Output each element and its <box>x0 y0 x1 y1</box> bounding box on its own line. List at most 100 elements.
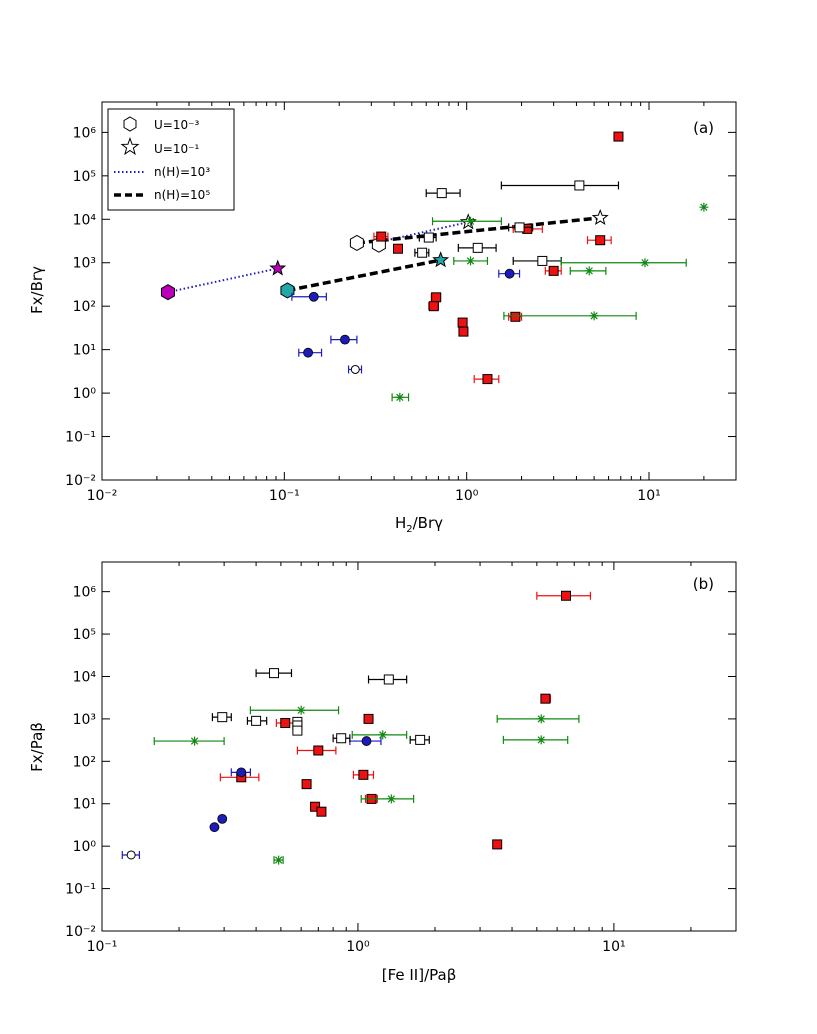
x-tick-label: 10⁻¹ <box>269 488 300 504</box>
model-line <box>167 267 278 294</box>
data-point-open-square <box>537 255 548 266</box>
data-point-open-square <box>423 232 434 243</box>
y-tick-label: 10⁻¹ <box>65 882 96 898</box>
model-line <box>287 258 441 293</box>
data-point-open-square <box>217 712 228 723</box>
y-tick-label: 10⁰ <box>73 839 97 855</box>
data-point-blue-circle <box>209 822 220 833</box>
y-tick-label: 10⁶ <box>73 585 97 601</box>
model-star-marker <box>269 259 287 276</box>
data-point-red-square <box>376 231 387 242</box>
data-point-red-square <box>510 311 521 322</box>
data-point-red-square <box>431 292 442 303</box>
data-point-open-square <box>436 188 447 199</box>
panel-a-chart: 10⁻² 10⁻¹ 10⁰ 10¹ 10⁻² 10⁻¹ 10⁰ 10¹ 10² 10³ 10⁴ 10⁵… <box>28 101 737 535</box>
data-point-red-square <box>492 839 503 850</box>
data-point-open-square <box>336 733 347 744</box>
model-hexagon-marker <box>160 284 175 301</box>
model-line <box>378 221 469 243</box>
panel-a-label: (a) <box>693 119 714 137</box>
model-star-marker <box>432 251 450 268</box>
panel-b-chart: 10⁻¹ 10⁰ 10¹10⁻²10⁻¹10⁰10¹10²10³10⁴10⁵10⁶ … <box>28 561 737 984</box>
data-point-red-square <box>595 235 606 246</box>
data-point-green-asterisk <box>190 736 200 746</box>
data-point-blue-circle <box>303 347 313 358</box>
data-point-green-asterisk <box>296 705 306 715</box>
x-tick-label: 10¹ <box>637 488 660 504</box>
panel-a-ylabel: Fx/Brγ <box>28 266 46 314</box>
data-point-red-square <box>358 769 369 780</box>
model-hexagon-marker <box>349 234 364 252</box>
data-point-green-asterisk <box>466 216 476 226</box>
data-point-open-square <box>417 247 428 258</box>
legend-star-icon <box>120 137 140 156</box>
y-tick-label: 10² <box>73 299 96 315</box>
data-point-red-square <box>301 779 312 790</box>
data-point-open-square <box>472 242 483 253</box>
data-point-green-asterisk <box>536 735 546 745</box>
data-point-open-square <box>269 668 280 679</box>
model-star-marker <box>591 208 609 226</box>
data-point-red-square <box>316 806 327 817</box>
x-tick-label: 10⁻² <box>87 488 118 504</box>
data-point-blue-circle <box>217 813 228 824</box>
y-tick-label: 10³ <box>73 712 96 728</box>
y-tick-label: 10⁶ <box>73 125 97 141</box>
panel-a-xlabel: H2/Brγ <box>395 514 443 535</box>
data-point-open-square <box>514 222 525 233</box>
data-point-green-asterisk <box>589 311 599 321</box>
legend-entry-nh5: n(H)=10⁵ <box>154 188 210 202</box>
legend-hexagon-icon <box>123 116 137 132</box>
data-point-red-square <box>540 693 551 704</box>
data-point-open-circle <box>126 850 136 860</box>
data-point-red-square <box>313 745 324 756</box>
y-tick-label: 10⁴ <box>73 212 97 228</box>
data-point-red-square <box>458 326 469 337</box>
legend-entry-u-high: U=10⁻¹ <box>154 142 199 156</box>
data-point-red-square <box>428 301 439 312</box>
data-point-red-square <box>392 243 403 254</box>
data-point-blue-circle <box>361 736 372 746</box>
y-tick-label: 10³ <box>73 256 96 272</box>
legend-entry-nh3: n(H)=10³ <box>154 165 210 179</box>
data-point-red-square <box>482 374 493 385</box>
y-tick-label: 10⁴ <box>73 669 97 685</box>
panel-b-label: (b) <box>693 575 714 593</box>
y-tick-label: 10¹ <box>73 797 96 813</box>
y-tick-label: 10² <box>73 754 96 770</box>
y-tick-label: 10⁻² <box>65 473 96 489</box>
data-point-open-square <box>415 734 426 745</box>
data-point-green-asterisk <box>640 258 650 268</box>
data-point-open-square <box>251 715 262 726</box>
data-point-open-circle <box>350 364 360 374</box>
data-point-red-square <box>548 265 559 276</box>
data-point-green-asterisk <box>395 392 405 402</box>
data-point-red-square <box>561 590 572 601</box>
data-point-blue-circle <box>308 291 319 302</box>
legend-entry-u-low: U=10⁻³ <box>154 118 199 132</box>
x-tick-label: 10⁻¹ <box>87 939 118 955</box>
data-point-red-square <box>363 713 374 724</box>
y-tick-label: 10⁻¹ <box>65 430 96 446</box>
data-point-green-asterisk <box>466 256 476 266</box>
y-tick-label: 10⁻² <box>65 924 96 940</box>
data-point-blue-circle <box>236 767 247 778</box>
data-point-blue-circle <box>340 334 350 345</box>
model-hexagon-marker <box>280 282 295 299</box>
y-tick-label: 10⁰ <box>73 386 97 402</box>
data-point-red-square <box>457 317 468 328</box>
data-point-green-asterisk <box>274 855 284 865</box>
data-point-red-square <box>613 131 624 142</box>
data-point-red-square <box>280 718 291 729</box>
data-point-green-asterisk <box>536 714 546 724</box>
x-tick-label: 10¹ <box>602 939 625 955</box>
x-tick-label: 10⁰ <box>346 939 370 955</box>
data-point-blue-circle <box>504 268 515 279</box>
data-point-green-asterisk <box>386 794 396 804</box>
x-tick-label: 10⁰ <box>455 488 479 504</box>
y-tick-label: 10⁵ <box>73 169 96 185</box>
y-tick-label: 10⁵ <box>73 627 96 643</box>
data-point-green-asterisk <box>584 266 594 276</box>
panel-b-plot-area <box>101 561 737 932</box>
